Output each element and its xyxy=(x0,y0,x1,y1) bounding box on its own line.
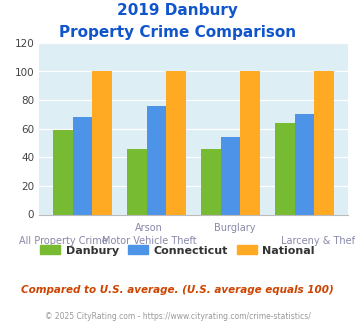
Text: Property Crime Comparison: Property Crime Comparison xyxy=(59,25,296,40)
Bar xyxy=(201,149,221,214)
Text: All Property Crime: All Property Crime xyxy=(20,236,108,246)
Text: Burglary: Burglary xyxy=(214,223,255,233)
Text: Arson: Arson xyxy=(135,223,163,233)
Bar xyxy=(92,72,112,214)
Text: © 2025 CityRating.com - https://www.cityrating.com/crime-statistics/: © 2025 CityRating.com - https://www.city… xyxy=(45,312,310,321)
Bar xyxy=(221,137,240,214)
Bar xyxy=(295,115,314,214)
Bar xyxy=(73,117,92,214)
Bar xyxy=(314,72,334,214)
Text: Larceny & Theft: Larceny & Theft xyxy=(281,236,355,246)
Bar xyxy=(127,149,147,214)
Text: Compared to U.S. average. (U.S. average equals 100): Compared to U.S. average. (U.S. average … xyxy=(21,285,334,295)
Bar xyxy=(166,72,186,214)
Bar xyxy=(240,72,260,214)
Bar xyxy=(275,123,295,214)
Legend: Danbury, Connecticut, National: Danbury, Connecticut, National xyxy=(36,241,319,260)
Text: Motor Vehicle Theft: Motor Vehicle Theft xyxy=(102,236,197,246)
Bar xyxy=(53,130,73,214)
Text: 2019 Danbury: 2019 Danbury xyxy=(117,3,238,18)
Bar xyxy=(147,106,166,214)
